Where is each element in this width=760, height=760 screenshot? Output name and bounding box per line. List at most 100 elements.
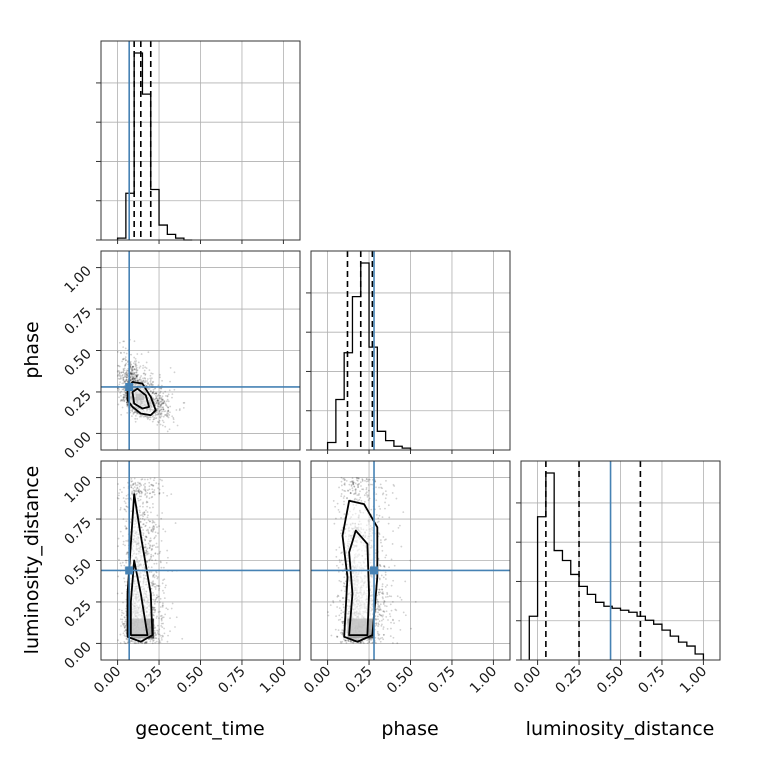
scatter-point — [149, 544, 151, 547]
scatter-point — [138, 379, 141, 381]
scatter-point — [131, 410, 134, 413]
scatter-point — [131, 366, 134, 368]
scatter-point — [167, 556, 169, 559]
scatter-point — [382, 638, 385, 641]
scatter-point — [134, 379, 137, 382]
scatter-point — [341, 640, 344, 643]
scatter-point — [156, 553, 159, 555]
scatter-point — [158, 628, 161, 631]
scatter-point — [131, 369, 134, 372]
scatter-point — [343, 479, 346, 482]
scatter-point — [390, 584, 393, 587]
scatter-point — [133, 378, 136, 381]
scatter-point — [377, 623, 380, 626]
scatter-point — [119, 400, 122, 402]
scatter-point — [156, 596, 158, 599]
scatter-point — [146, 547, 149, 550]
scatter-point — [124, 363, 127, 366]
scatter-point — [130, 373, 132, 376]
scatter-point — [154, 394, 157, 397]
scatter-point — [136, 486, 139, 489]
scatter-point — [342, 597, 344, 600]
scatter-point — [125, 527, 128, 530]
scatter-point — [160, 619, 163, 622]
scatter-point — [138, 482, 141, 485]
scatter-point — [377, 520, 380, 523]
scatter-point — [155, 402, 158, 405]
scatter-point — [157, 384, 160, 387]
scatter-point — [157, 576, 159, 578]
scatter-point — [365, 488, 368, 491]
scatter-point — [395, 609, 398, 612]
scatter-point — [143, 519, 146, 521]
scatter-point — [159, 401, 162, 403]
scatter-point — [374, 636, 377, 639]
scatter-point — [126, 403, 129, 406]
scatter-point — [152, 503, 154, 505]
scatter-point — [163, 592, 165, 594]
scatter-point — [159, 394, 162, 397]
scatter-point — [155, 402, 158, 405]
scatter-point — [359, 642, 362, 644]
scatter-point — [120, 394, 122, 397]
scatter-point — [153, 491, 155, 494]
scatter-point — [353, 485, 356, 488]
scatter-point — [378, 620, 381, 623]
scatter-point — [151, 642, 154, 645]
scatter-point — [152, 591, 154, 594]
scatter-point — [155, 482, 158, 485]
scatter-point — [346, 496, 348, 499]
scatter-point — [122, 396, 125, 399]
scatter-point — [337, 509, 340, 511]
x-tick-label: 1.00 — [677, 664, 710, 697]
scatter-point — [341, 563, 344, 566]
scatter-point — [124, 626, 126, 629]
scatter-point — [158, 587, 161, 590]
scatter-point — [151, 521, 154, 524]
scatter-point — [150, 555, 153, 558]
scatter-point — [157, 595, 160, 598]
scatter-panel-geocent-time-vs-phase — [100, 250, 301, 451]
scatter-point — [355, 498, 358, 501]
scatter-point — [134, 357, 137, 360]
scatter-point — [165, 415, 168, 417]
scatter-point — [126, 403, 129, 406]
x-tick-label: 0.00 — [511, 664, 544, 697]
scatter-point — [378, 514, 381, 517]
scatter-point — [120, 625, 122, 627]
scatter-point — [123, 376, 126, 378]
scatter-point — [137, 373, 140, 376]
scatter-point — [152, 606, 155, 609]
scatter-point — [131, 372, 134, 375]
scatter-point — [166, 405, 169, 408]
scatter-point — [153, 416, 156, 419]
scatter-point — [157, 403, 160, 406]
scatter-point — [378, 486, 380, 489]
scatter-point — [164, 584, 167, 587]
scatter-point — [125, 362, 128, 365]
scatter-point — [117, 364, 119, 367]
scatter-point — [375, 624, 378, 626]
scatter-point — [131, 490, 134, 493]
scatter-point — [133, 411, 136, 414]
scatter-point — [150, 581, 153, 584]
scatter-point — [349, 488, 351, 491]
scatter-point — [124, 394, 127, 396]
scatter-point — [377, 532, 380, 534]
scatter-point — [148, 497, 151, 500]
scatter-point — [130, 477, 133, 480]
scatter-point — [174, 626, 176, 628]
scatter-point — [404, 614, 407, 617]
scatter-point — [161, 379, 163, 382]
scatter-point — [157, 413, 159, 416]
scatter-point — [161, 402, 164, 405]
scatter-point — [149, 390, 152, 392]
scatter-point — [332, 500, 335, 502]
scatter-point — [367, 483, 370, 486]
scatter-point — [163, 400, 166, 403]
scatter-point — [344, 590, 347, 593]
scatter-point — [122, 357, 125, 360]
scatter-point — [117, 374, 120, 376]
scatter-point — [123, 626, 126, 629]
scatter-point — [167, 634, 169, 637]
